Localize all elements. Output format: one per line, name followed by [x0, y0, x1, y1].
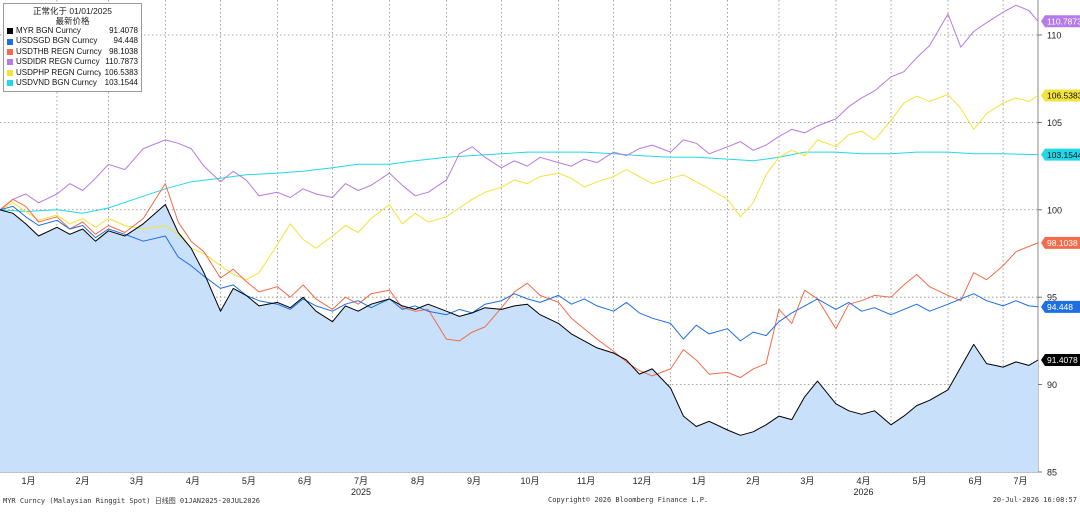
legend-swatch [7, 28, 13, 35]
series-line-myr [0, 204, 1039, 436]
value-tag-usdidr [1041, 15, 1080, 28]
x-tick-label: 7月 [354, 476, 368, 486]
value-tag-usdvnd [1041, 148, 1080, 161]
legend-series-value: 106.5383 [104, 67, 138, 77]
legend-row-usdsgd: USDSGD BGN Curncy 94.448 [7, 36, 138, 46]
x-tick-label: 12月 [633, 476, 652, 486]
legend-series-name: USDIDR REGN Curncy [16, 57, 100, 67]
value-tag-usdsgd [1041, 300, 1080, 313]
x-tick-label: 5月 [242, 476, 256, 486]
y-tick-label: 95 [1047, 293, 1057, 303]
x-tick-label: 9月 [467, 476, 481, 486]
value-tag-label: 98.1038 [1047, 238, 1078, 248]
legend-series-value: 98.1038 [109, 46, 138, 56]
legend-series-value: 103.1544 [104, 77, 138, 87]
legend-swatch [7, 48, 13, 55]
x-tick-label: 1月 [692, 476, 706, 486]
y-tick-label: 90 [1047, 380, 1057, 390]
legend-series-value: 94.448 [113, 36, 138, 46]
series-line-usdidr [0, 4, 1039, 211]
legend-series-name: USDTHB REGN Curncy [16, 46, 102, 56]
y-tick-label: 110 [1047, 30, 1061, 40]
x-tick-label: 4月 [856, 476, 870, 486]
legend-series-name: USDVND BGN Curncy [16, 77, 97, 87]
legend-series-value: 110.7873 [105, 57, 138, 67]
legend-box: 正常化于 01/01/2025 最新价格 MYR BGN Curncy 91.40… [3, 3, 142, 92]
legend-swatch [7, 59, 13, 66]
x-tick-label: 6月 [969, 476, 983, 486]
value-tag-label: 103.1544 [1047, 150, 1080, 160]
legend-row-usdphp: USDPHP REGN Curncy 106.5383 [7, 68, 138, 78]
legend-title-line1: 正常化于 01/01/2025 [33, 6, 112, 16]
myr-area-fill [0, 204, 1038, 472]
legend-series-value: 91.4078 [109, 26, 138, 35]
value-tag-usdthb [1041, 236, 1080, 249]
legend-title-line2: 最新价格 [55, 16, 90, 26]
x-tick-label: 3月 [130, 476, 144, 486]
series-line-usdsgd [0, 205, 1039, 342]
x-year-label: 2026 [853, 487, 873, 497]
legend-series-name: USDPHP REGN Curncy [16, 67, 101, 77]
series-line-usdphp [0, 93, 1039, 281]
y-tick-label: 85 [1047, 468, 1057, 478]
legend-row-usdidr: USDIDR REGN Curncy 110.7873 [7, 57, 138, 67]
x-year-label: 2025 [351, 487, 371, 497]
x-tick-label: 5月 [912, 476, 926, 486]
legend-rows: MYR BGN Curncy 91.4078 USDSGD BGN Curncy 94… [7, 26, 138, 88]
legend-swatch [7, 69, 13, 76]
series-line-usdvnd [0, 151, 1039, 214]
footer: MYR Curncy (Malaysian Ringgit Spot) 日线图 … [0, 496, 1080, 507]
y-tick-label: 105 [1047, 118, 1062, 128]
legend-row-myr: MYR BGN Curncy 91.4078 [7, 26, 138, 36]
x-tick-label: 7月 [1014, 476, 1028, 486]
x-tick-label: 8月 [411, 476, 425, 486]
y-tick-label: 100 [1047, 205, 1062, 215]
legend-row-usdvnd: USDVND BGN Curncy 103.1544 [7, 78, 138, 88]
x-tick-label: 10月 [521, 476, 540, 486]
x-tick-label: 2月 [76, 476, 90, 486]
x-tick-label: 11月 [577, 476, 595, 486]
legend-title: 正常化于 01/01/2025 最新价格 [7, 6, 138, 26]
footer-timestamp: 20-Jul-2026 16:08:57 [992, 496, 1077, 504]
x-tick-label: 4月 [186, 476, 200, 486]
value-tag-label: 106.5383 [1047, 91, 1080, 101]
footer-copyright: Copyright© 2026 Bloomberg Finance L.P. [548, 496, 709, 504]
footer-source: MYR Curncy (Malaysian Ringgit Spot) 日线图 … [3, 497, 261, 505]
legend-row-usdthb: USDTHB REGN Curncy 98.1038 [7, 47, 138, 57]
x-tick-label: 3月 [800, 476, 814, 486]
x-tick-label: 2月 [746, 476, 760, 486]
legend-swatch [7, 80, 13, 87]
value-tag-label: 110.7873 [1047, 16, 1080, 26]
value-tag-usdphp [1041, 89, 1080, 102]
series-line-usdthb [0, 183, 1039, 379]
x-tick-label: 1月 [21, 476, 35, 486]
legend-series-name: MYR BGN Curncy [16, 26, 81, 35]
value-tag-label: 94.448 [1047, 302, 1073, 312]
value-tag-label: 91.4078 [1047, 355, 1078, 365]
legend-series-name: USDSGD BGN Curncy [16, 36, 98, 46]
legend-swatch [7, 38, 13, 45]
value-tag-myr [1041, 353, 1080, 366]
x-tick-label: 6月 [298, 476, 312, 486]
